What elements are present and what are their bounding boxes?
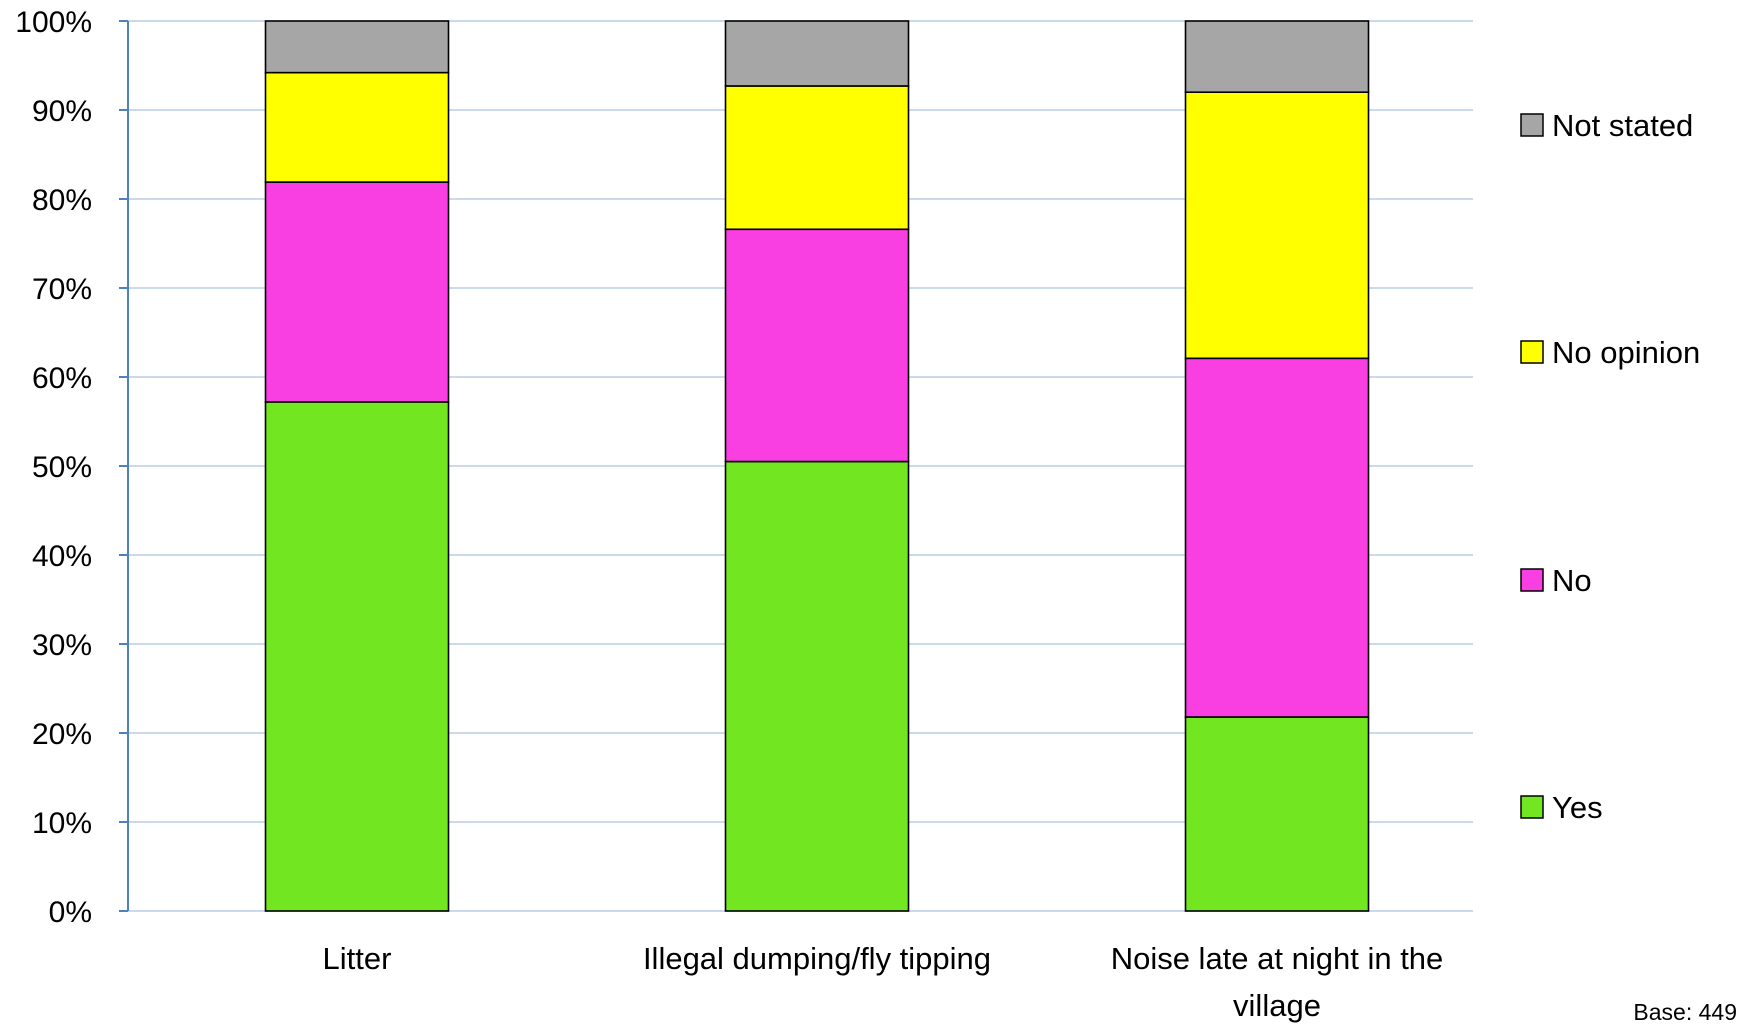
legend-label: Yes	[1552, 790, 1603, 825]
legend-swatch	[1520, 795, 1544, 819]
bar-segment-yes	[724, 460, 910, 912]
legend-swatch	[1520, 113, 1544, 137]
y-tick-label: 60%	[32, 362, 92, 395]
y-tick-label: 10%	[32, 807, 92, 840]
x-category-label: Litter	[323, 941, 392, 976]
bar-segment-yes	[1184, 716, 1370, 912]
x-category-label: Illegal dumping/fly tipping	[643, 941, 991, 976]
legend-swatch	[1520, 568, 1544, 592]
x-axis-labels: Litter Illegal dumping/fly tipping Noise l…	[323, 941, 1444, 1023]
bar-segment-no-opinion	[724, 85, 910, 231]
y-axis: 0% 10% 20% 30% 40% 50% 60% 70% 80% 90% 100%	[15, 6, 129, 929]
bar-segment-yes	[264, 401, 450, 912]
y-tick-label: 70%	[32, 273, 92, 306]
x-category-label: Noise late at night in the village	[1111, 941, 1444, 1023]
legend-label: No opinion	[1552, 335, 1700, 370]
y-tick-label: 20%	[32, 718, 92, 751]
y-tick-label: 50%	[32, 451, 92, 484]
bar-segment-no	[724, 228, 910, 463]
y-tick-label: 0%	[49, 896, 92, 929]
bar-segment-no-opinion	[264, 71, 450, 183]
bar-segment-no	[1184, 357, 1370, 718]
legend-label: No	[1552, 563, 1592, 598]
bar-segment-not-stated	[264, 20, 450, 74]
base-note: Base: 449	[1633, 999, 1737, 1025]
y-tick-label: 40%	[32, 540, 92, 573]
bars	[264, 20, 1370, 912]
y-tick-label: 90%	[32, 95, 92, 128]
y-tick-label: 80%	[32, 184, 92, 217]
y-tick-label: 100%	[15, 6, 92, 39]
legend-swatch	[1520, 340, 1544, 364]
y-tick-label: 30%	[32, 629, 92, 662]
legend-label: Not stated	[1552, 108, 1693, 143]
bar-segment-not-stated	[1184, 20, 1370, 93]
bar-segment-not-stated	[724, 20, 910, 87]
bar-segment-no	[264, 181, 450, 403]
bar-segment-no-opinion	[1184, 91, 1370, 360]
legend: Not stated No opinion No Yes	[1520, 108, 1700, 825]
